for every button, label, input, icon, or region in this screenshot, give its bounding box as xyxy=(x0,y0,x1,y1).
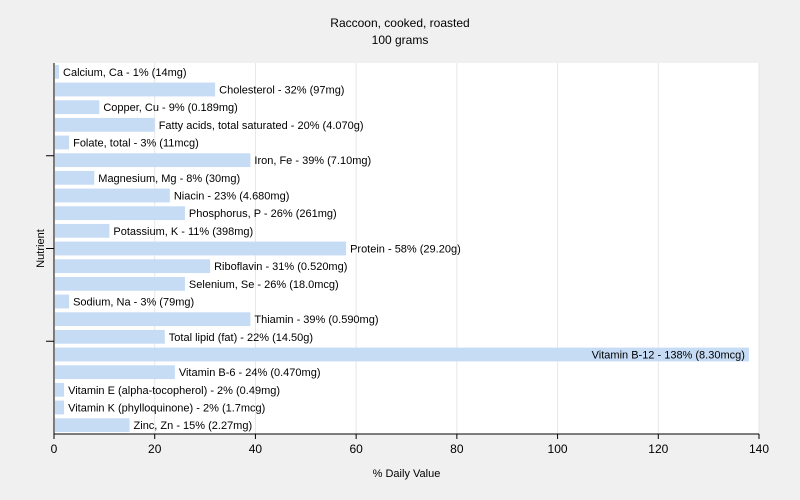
x-axis-ticks: 0 20 40 60 80 100 120 140 xyxy=(46,155,769,456)
chart-subtitle: 100 grams xyxy=(372,33,429,47)
x-tick-label: 100 xyxy=(548,442,568,456)
bar xyxy=(55,100,100,115)
bar xyxy=(55,153,251,168)
bar xyxy=(55,259,211,274)
x-tick-label: 40 xyxy=(249,442,263,456)
bar-label: Phosphorus, P - 26% (261mg) xyxy=(189,208,337,220)
bar xyxy=(55,294,70,309)
bar-label: Vitamin B-12 - 138% (8.30mcg) xyxy=(592,350,745,362)
bar-label: Thiamin - 39% (0.590mg) xyxy=(254,314,378,326)
bar-label: Total lipid (fat) - 22% (14.50g) xyxy=(169,332,313,344)
bar-label: Iron, Fe - 39% (7.10mg) xyxy=(254,155,371,167)
bar xyxy=(55,276,185,291)
bar xyxy=(55,329,165,344)
bar xyxy=(55,117,155,132)
bar-label: Copper, Cu - 9% (0.189mg) xyxy=(103,102,238,114)
bar-label: Folate, total - 3% (11mcg) xyxy=(73,138,199,150)
bar-label: Protein - 58% (29.20g) xyxy=(350,244,461,256)
bar-label: Riboflavin - 31% (0.520mg) xyxy=(214,261,347,273)
bar-label: Vitamin E (alpha-tocopherol) - 2% (0.49m… xyxy=(68,385,280,397)
bar-label: Potassium, K - 11% (398mg) xyxy=(113,226,253,238)
x-tick-label: 60 xyxy=(349,442,363,456)
bar-label: Calcium, Ca - 1% (14mg) xyxy=(63,67,186,79)
bar xyxy=(55,223,110,238)
bar xyxy=(55,170,95,185)
bar xyxy=(55,135,70,150)
bar xyxy=(55,382,65,397)
bar xyxy=(55,400,65,415)
bar xyxy=(55,64,60,79)
bar xyxy=(55,365,175,380)
x-tick-label: 140 xyxy=(749,442,769,456)
bar-label: Zinc, Zn - 15% (2.27mg) xyxy=(134,420,253,432)
x-tick-label: 0 xyxy=(51,442,58,456)
bar-labels: Calcium, Ca - 1% (14mg) Cholesterol - 32%… xyxy=(63,67,745,432)
bar-label: Selenium, Se - 26% (18.0mcg) xyxy=(189,279,339,291)
bar-label: Niacin - 23% (4.680mg) xyxy=(174,191,290,203)
x-axis-title: % Daily Value xyxy=(373,468,441,480)
bar-label: Sodium, Na - 3% (79mg) xyxy=(73,297,194,309)
x-tick-label: 120 xyxy=(648,442,668,456)
bar-label: Vitamin B-6 - 24% (0.470mg) xyxy=(179,367,321,379)
bar xyxy=(55,188,170,203)
bar xyxy=(55,206,185,221)
bar-label: Vitamin K (phylloquinone) - 2% (1.7mcg) xyxy=(68,403,265,415)
y-axis-title: Nutrient xyxy=(35,229,47,268)
chart-title: Raccoon, cooked, roasted xyxy=(330,16,469,30)
bar-label: Magnesium, Mg - 8% (30mg) xyxy=(98,173,240,185)
x-tick-label: 20 xyxy=(148,442,162,456)
bar xyxy=(55,82,216,97)
bar xyxy=(55,312,251,327)
bar-label: Fatty acids, total saturated - 20% (4.07… xyxy=(159,120,364,132)
bar xyxy=(55,241,347,256)
x-tick-label: 80 xyxy=(450,442,464,456)
bar-label: Cholesterol - 32% (97mg) xyxy=(219,85,344,97)
bar xyxy=(55,347,749,362)
bar xyxy=(55,418,130,433)
bars xyxy=(55,64,749,433)
